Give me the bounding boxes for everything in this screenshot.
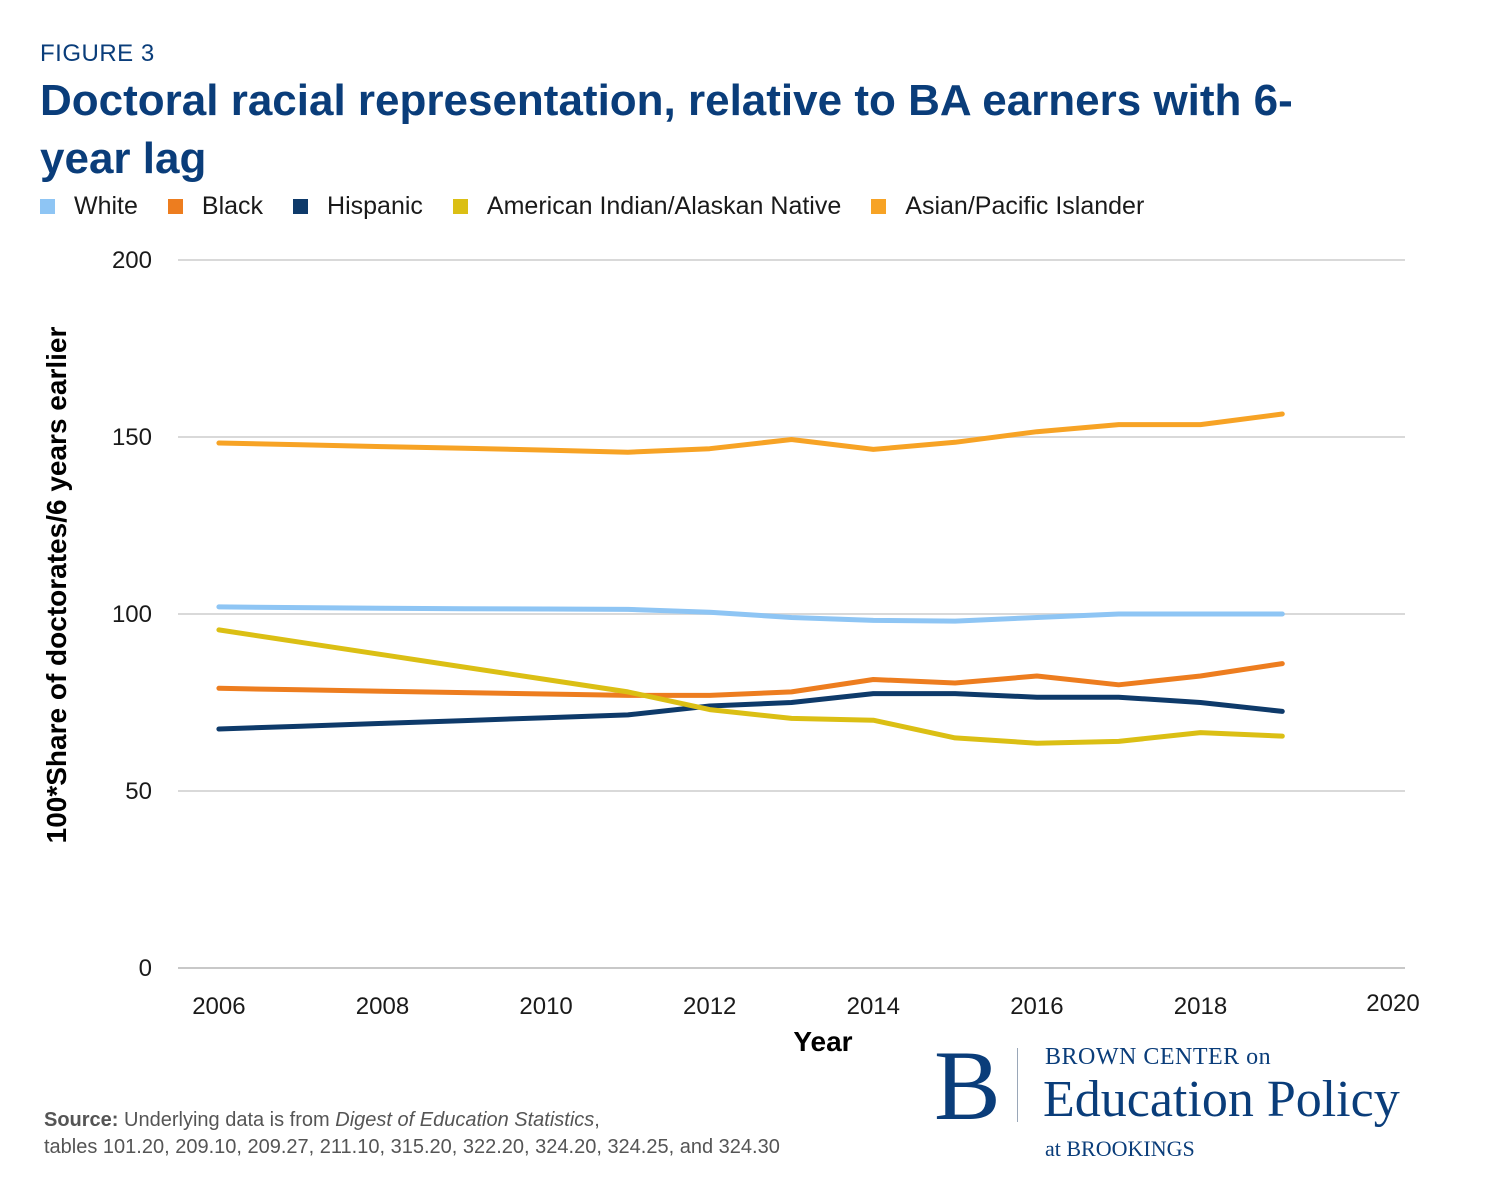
legend-item: Asian/Pacific Islander	[871, 192, 1144, 221]
series-line-black	[216, 661, 1285, 698]
legend-swatch	[40, 199, 55, 214]
source-publication: Digest of Education Statistics	[335, 1109, 595, 1131]
logo-line-1: BROWN CENTER on	[1045, 1044, 1272, 1070]
brookings-logo: B BROWN CENTER on Education Policy at BR…	[934, 1036, 1464, 1172]
y-tick-label: 150	[112, 424, 152, 451]
x-tick-label: 2006	[192, 993, 245, 1020]
legend-label: Black	[201, 192, 264, 220]
y-tick-label: 50	[125, 778, 152, 805]
series-line-american-indian-alaskan-native	[216, 627, 1285, 746]
legend-swatch	[452, 199, 468, 214]
x-tick-label: 2018	[1174, 993, 1227, 1020]
x-tick-label: 2016	[1010, 993, 1063, 1020]
source-line-1: Source: Underlying data is from Digest o…	[44, 1107, 780, 1134]
x-tick-label: 2012	[683, 993, 736, 1020]
legend-label: Hispanic	[327, 192, 423, 220]
legend-label: Asian/Pacific Islander	[905, 192, 1145, 220]
y-axis-ticks: 0 50 100 150 200	[112, 247, 152, 982]
legend-label: White	[74, 192, 138, 220]
source-note: Source: Underlying data is from Digest o…	[44, 1107, 780, 1161]
x-axis-title: Year	[793, 1026, 852, 1057]
source-label: Source:	[44, 1109, 119, 1131]
y-tick-label: 0	[139, 955, 152, 982]
source-tables: tables 101.20, 209.10, 209.27, 211.10, 3…	[44, 1136, 780, 1158]
x-tick-label: 2008	[356, 993, 409, 1020]
logo-line-2: Education Policy	[1043, 1071, 1400, 1128]
logo-divider	[1017, 1048, 1018, 1122]
legend-item: White	[40, 192, 138, 221]
series-lines	[216, 411, 1285, 746]
legend-swatch	[293, 199, 309, 214]
legend-item: Black	[167, 192, 264, 221]
gridlines	[178, 259, 1405, 969]
y-axis-title: 100*Share of doctorates/6 years earlier	[41, 327, 72, 844]
legend-label: American Indian/Alaskan Native	[486, 192, 842, 220]
y-tick-label: 200	[112, 247, 152, 274]
x-tick-label: 2014	[847, 993, 900, 1020]
legend-item: American Indian/Alaskan Native	[452, 192, 842, 221]
legend-swatch	[871, 199, 887, 214]
x-tick-label: 2010	[519, 993, 572, 1020]
source-comma: ,	[594, 1109, 600, 1131]
figure-label: FIGURE 3	[40, 40, 155, 67]
chart-title: Doctoral racial representation, relative…	[40, 76, 1293, 183]
x-axis-ticks: 2006 2008 2010 2012 2014 2016 2018 2020	[192, 990, 1419, 1020]
source-text: Underlying data is from	[124, 1109, 330, 1131]
x-tick-label: 2020	[1366, 990, 1419, 1017]
series-line-asian-pacific-islander	[216, 411, 1285, 455]
legend: White Black Hispanic American Indian/Alaska…	[40, 192, 1174, 221]
legend-swatch	[167, 199, 183, 214]
y-tick-label: 100	[112, 601, 152, 628]
series-line-hispanic	[216, 691, 1285, 732]
series-line-white	[216, 604, 1285, 624]
logo-line-3: at BROOKINGS	[1045, 1136, 1195, 1161]
legend-item: Hispanic	[293, 192, 423, 221]
logo-letter: B	[934, 1030, 1001, 1141]
